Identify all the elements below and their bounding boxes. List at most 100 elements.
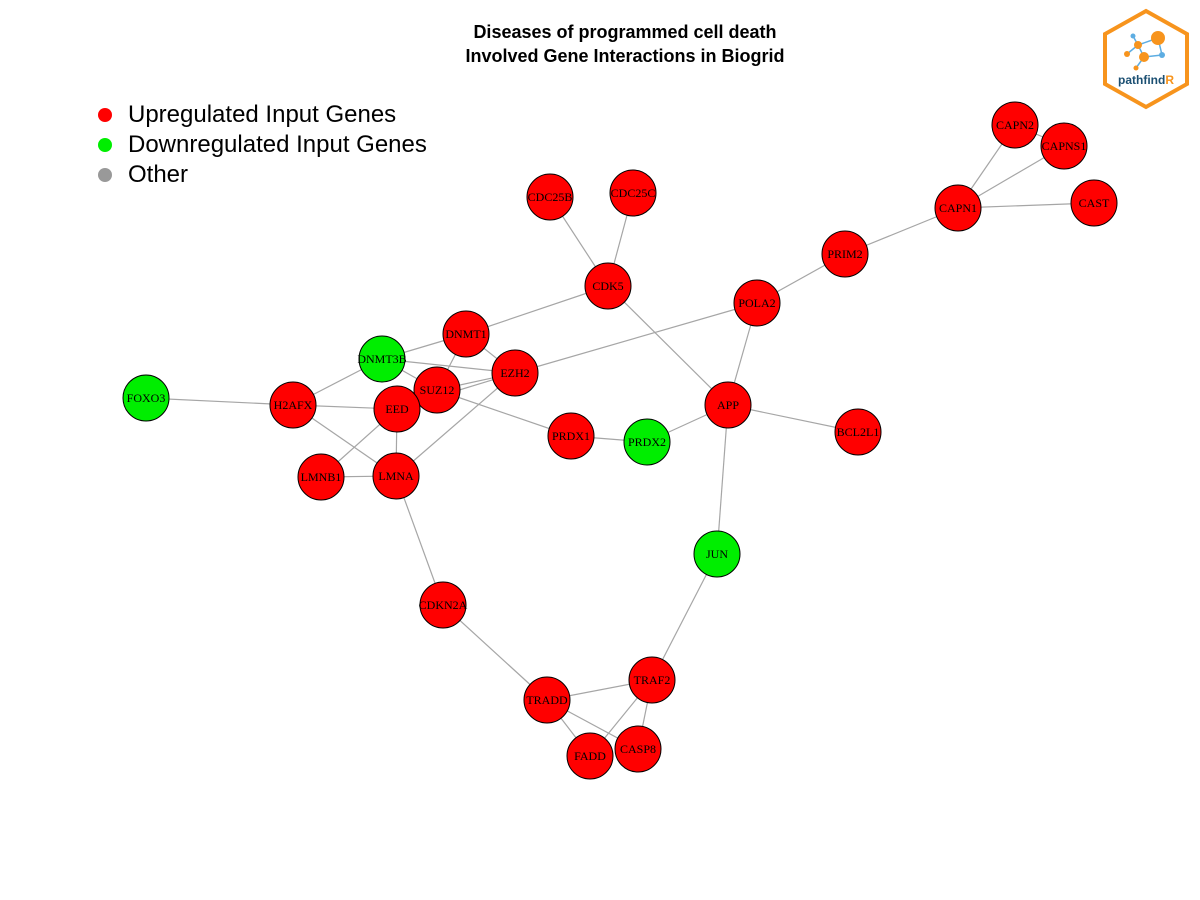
chart-title-line2: Involved Gene Interactions in Biogrid [465, 46, 785, 66]
node-capn2: CAPN2 [991, 101, 1039, 149]
node-label-foxo3: FOXO3 [127, 391, 166, 405]
node-circle-prim2 [821, 230, 869, 278]
node-circle-capns1 [1040, 122, 1088, 170]
node-h2afx: H2AFX [269, 381, 317, 429]
node-circle-foxo3 [122, 374, 170, 422]
node-circle-cdc25c [609, 169, 657, 217]
node-jun: JUN [693, 530, 741, 578]
node-circle-dnmt1 [442, 310, 490, 358]
node-circle-lmnb1 [297, 453, 345, 501]
legend-item-other: Other [98, 160, 427, 190]
node-circle-tradd [523, 676, 571, 724]
node-label-prdx2: PRDX2 [628, 435, 666, 449]
node-label-cast: CAST [1079, 196, 1110, 210]
edge-jun-traf2 [651, 553, 718, 681]
node-label-eed: EED [385, 402, 409, 416]
node-label-lmnb1: LMNB1 [301, 470, 342, 484]
node-label-tradd: TRADD [526, 693, 568, 707]
legend-dot-upregulated [98, 108, 112, 122]
node-circle-fadd [566, 732, 614, 780]
node-label-lmna: LMNA [378, 469, 414, 483]
node-eed: EED [373, 385, 421, 433]
node-circle-casp8 [614, 725, 662, 773]
legend-label-downregulated: Downregulated Input Genes [128, 131, 427, 158]
node-label-capn2: CAPN2 [996, 118, 1034, 132]
node-label-cdc25c: CDC25C [611, 186, 656, 200]
node-label-pola2: POLA2 [738, 296, 775, 310]
node-circle-traf2 [628, 656, 676, 704]
node-cdkn2a: CDKN2A [419, 581, 468, 629]
node-circle-capn2 [991, 101, 1039, 149]
node-label-capns1: CAPNS1 [1042, 139, 1087, 153]
logo-network-icon [1124, 31, 1165, 71]
edge-pola2-ezh2 [514, 302, 758, 374]
node-cdc25b: CDC25B [526, 173, 574, 221]
legend-label-upregulated: Upregulated Input Genes [128, 101, 397, 128]
legend-item-downregulated: Downregulated Input Genes [98, 130, 427, 160]
node-circle-dnmt3b [358, 335, 406, 383]
node-prim2: PRIM2 [821, 230, 869, 278]
node-dnmt1: DNMT1 [442, 310, 490, 358]
node-circle-prdx2 [623, 418, 671, 466]
node-label-dnmt3b: DNMT3B [357, 352, 406, 366]
node-tradd: TRADD [523, 676, 571, 724]
node-label-app: APP [717, 398, 739, 412]
legend-dot-other [98, 168, 112, 182]
node-label-fadd: FADD [574, 749, 606, 763]
node-circle-ezh2 [491, 349, 539, 397]
node-ezh2: EZH2 [491, 349, 539, 397]
node-label-cdkn2a: CDKN2A [419, 598, 468, 612]
node-cdc25c: CDC25C [609, 169, 657, 217]
node-foxo3: FOXO3 [122, 374, 170, 422]
edge-cdk5-app [607, 285, 729, 406]
node-label-h2afx: H2AFX [274, 398, 313, 412]
node-traf2: TRAF2 [628, 656, 676, 704]
chart-title: Diseases of programmed cell death Involv… [0, 20, 1200, 68]
logo-text: pathfindR [1118, 73, 1174, 87]
edge-foxo3-h2afx [145, 397, 294, 406]
node-circle-cdk5 [584, 262, 632, 310]
node-label-cdk5: CDK5 [592, 279, 623, 293]
node-label-casp8: CASP8 [620, 742, 656, 756]
node-label-dnmt1: DNMT1 [445, 327, 486, 341]
node-label-traf2: TRAF2 [634, 673, 671, 687]
node-label-cdc25b: CDC25B [528, 190, 573, 204]
node-label-suz12: SUZ12 [420, 383, 455, 397]
node-label-ezh2: EZH2 [500, 366, 529, 380]
chart-title-line1: Diseases of programmed cell death [473, 22, 777, 42]
edge-app-jun [716, 404, 729, 555]
node-circle-eed [373, 385, 421, 433]
node-label-prdx1: PRDX1 [552, 429, 590, 443]
node-circle-lmna [372, 452, 420, 500]
node-cdk5: CDK5 [584, 262, 632, 310]
pathfindr-logo: pathfindR [1103, 8, 1189, 110]
edge-cdk5-dnmt1 [465, 285, 609, 335]
edge-suz12-prdx1 [436, 389, 572, 437]
edge-ezh2-lmna [395, 372, 516, 477]
legend-item-upregulated: Upregulated Input Genes [98, 100, 427, 130]
node-capn1: CAPN1 [934, 184, 982, 232]
node-bcl2l1: BCL2L1 [834, 408, 882, 456]
legend-label-other: Other [128, 161, 189, 188]
node-layer: CAPN2 CAPNS1 CAPN1 CAST CDC25B CDC25C PRIM2 CDK… [122, 101, 1118, 780]
node-suz12: SUZ12 [413, 366, 461, 414]
node-fadd: FADD [566, 732, 614, 780]
node-circle-cdc25b [526, 173, 574, 221]
legend: Upregulated Input Genes Downregulated In… [98, 100, 427, 190]
node-label-bcl2l1: BCL2L1 [837, 425, 880, 439]
node-circle-capn1 [934, 184, 982, 232]
node-label-prim2: PRIM2 [827, 247, 862, 261]
node-label-capn1: CAPN1 [939, 201, 977, 215]
node-circle-app [704, 381, 752, 429]
node-circle-prdx1 [547, 412, 595, 460]
node-circle-jun [693, 530, 741, 578]
node-app: APP [704, 381, 752, 429]
node-pola2: POLA2 [733, 279, 781, 327]
node-circle-h2afx [269, 381, 317, 429]
node-label-jun: JUN [706, 547, 728, 561]
node-lmnb1: LMNB1 [297, 453, 345, 501]
node-lmna: LMNA [372, 452, 420, 500]
node-circle-cdkn2a [419, 581, 467, 629]
node-casp8: CASP8 [614, 725, 662, 773]
node-capns1: CAPNS1 [1040, 122, 1088, 170]
